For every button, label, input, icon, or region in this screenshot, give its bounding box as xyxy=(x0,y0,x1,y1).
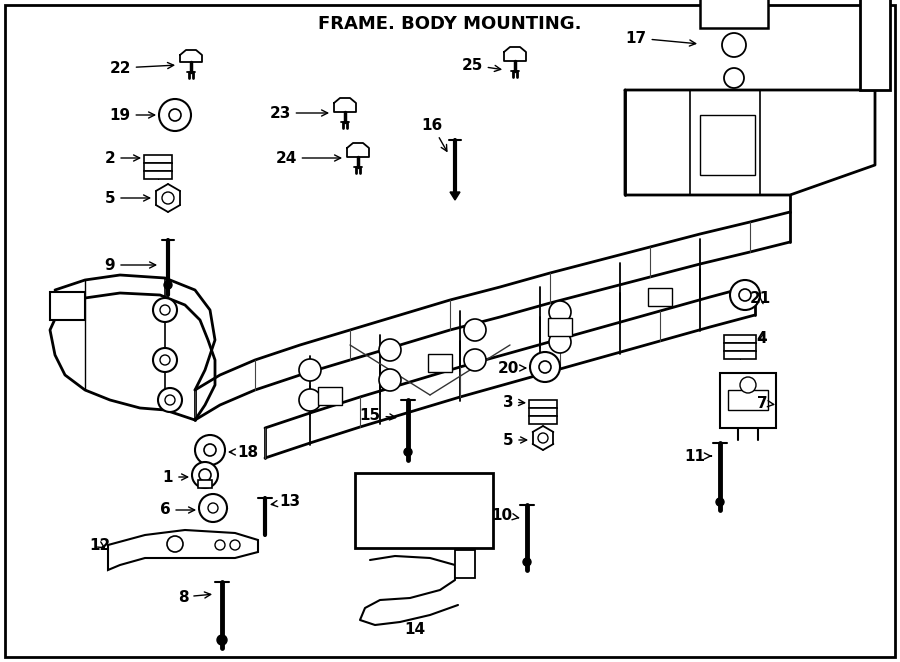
Text: 17: 17 xyxy=(626,30,696,46)
Circle shape xyxy=(167,536,183,552)
Bar xyxy=(728,390,768,410)
Text: 9: 9 xyxy=(104,258,156,273)
Circle shape xyxy=(158,388,182,412)
Text: 25: 25 xyxy=(462,58,500,73)
Text: 11: 11 xyxy=(685,448,711,463)
Circle shape xyxy=(230,540,240,550)
Bar xyxy=(700,115,755,175)
Circle shape xyxy=(464,349,486,371)
Circle shape xyxy=(159,99,191,131)
Bar xyxy=(144,163,172,171)
Text: 8: 8 xyxy=(177,589,211,604)
Circle shape xyxy=(165,395,175,405)
Text: 6: 6 xyxy=(159,502,194,518)
Circle shape xyxy=(153,348,177,372)
Text: 14: 14 xyxy=(404,622,426,638)
Text: 19: 19 xyxy=(110,107,155,122)
Text: 7: 7 xyxy=(757,395,774,410)
Text: 18: 18 xyxy=(230,444,258,459)
Circle shape xyxy=(195,435,225,465)
Text: 20: 20 xyxy=(498,361,526,375)
Bar xyxy=(198,480,212,488)
Circle shape xyxy=(739,289,751,301)
Text: 22: 22 xyxy=(109,60,174,75)
Circle shape xyxy=(740,377,756,393)
Circle shape xyxy=(153,298,177,322)
Circle shape xyxy=(199,494,227,522)
Text: 1: 1 xyxy=(163,469,188,485)
Circle shape xyxy=(523,558,531,566)
Circle shape xyxy=(208,503,218,513)
Bar xyxy=(700,0,768,28)
Circle shape xyxy=(379,369,401,391)
Text: 5: 5 xyxy=(104,191,149,205)
Bar xyxy=(720,373,776,428)
Bar xyxy=(860,0,890,90)
Text: 4: 4 xyxy=(757,330,768,346)
Bar xyxy=(428,354,452,371)
Circle shape xyxy=(716,498,724,506)
Text: 3: 3 xyxy=(503,395,525,410)
Bar xyxy=(548,318,572,336)
Circle shape xyxy=(404,448,412,456)
Text: 5: 5 xyxy=(503,432,526,448)
Bar xyxy=(648,288,672,306)
Circle shape xyxy=(538,433,548,443)
Bar xyxy=(529,408,557,416)
Circle shape xyxy=(215,540,225,550)
Bar xyxy=(455,550,475,578)
Circle shape xyxy=(549,301,571,323)
Bar xyxy=(724,335,756,343)
Circle shape xyxy=(169,109,181,121)
Circle shape xyxy=(160,305,170,315)
Text: 10: 10 xyxy=(491,508,518,522)
Text: 23: 23 xyxy=(269,105,328,120)
Bar xyxy=(529,400,557,408)
Text: 24: 24 xyxy=(275,150,341,166)
Bar xyxy=(724,343,756,351)
Bar xyxy=(50,292,85,320)
Circle shape xyxy=(217,635,227,645)
Circle shape xyxy=(299,389,321,411)
Text: 12: 12 xyxy=(89,538,111,553)
Circle shape xyxy=(722,33,746,57)
Circle shape xyxy=(549,331,571,353)
Bar xyxy=(144,171,172,179)
Circle shape xyxy=(539,361,551,373)
Circle shape xyxy=(192,462,218,488)
Text: 13: 13 xyxy=(271,495,301,510)
Bar xyxy=(144,155,172,163)
Text: FRAME. BODY MOUNTING.: FRAME. BODY MOUNTING. xyxy=(319,15,581,33)
Bar xyxy=(355,473,493,548)
Circle shape xyxy=(464,319,486,341)
Bar xyxy=(724,351,756,359)
Text: 15: 15 xyxy=(359,408,396,422)
Circle shape xyxy=(379,339,401,361)
Circle shape xyxy=(164,281,172,289)
Polygon shape xyxy=(450,192,460,200)
Circle shape xyxy=(530,352,560,382)
Bar xyxy=(529,416,557,424)
Bar xyxy=(318,387,342,404)
Circle shape xyxy=(724,68,744,88)
Circle shape xyxy=(162,192,174,204)
Circle shape xyxy=(204,444,216,456)
Circle shape xyxy=(160,355,170,365)
Circle shape xyxy=(299,359,321,381)
Text: 2: 2 xyxy=(104,150,140,166)
Text: 16: 16 xyxy=(421,117,447,151)
Text: 21: 21 xyxy=(750,291,770,305)
Circle shape xyxy=(730,280,760,310)
Circle shape xyxy=(199,469,211,481)
